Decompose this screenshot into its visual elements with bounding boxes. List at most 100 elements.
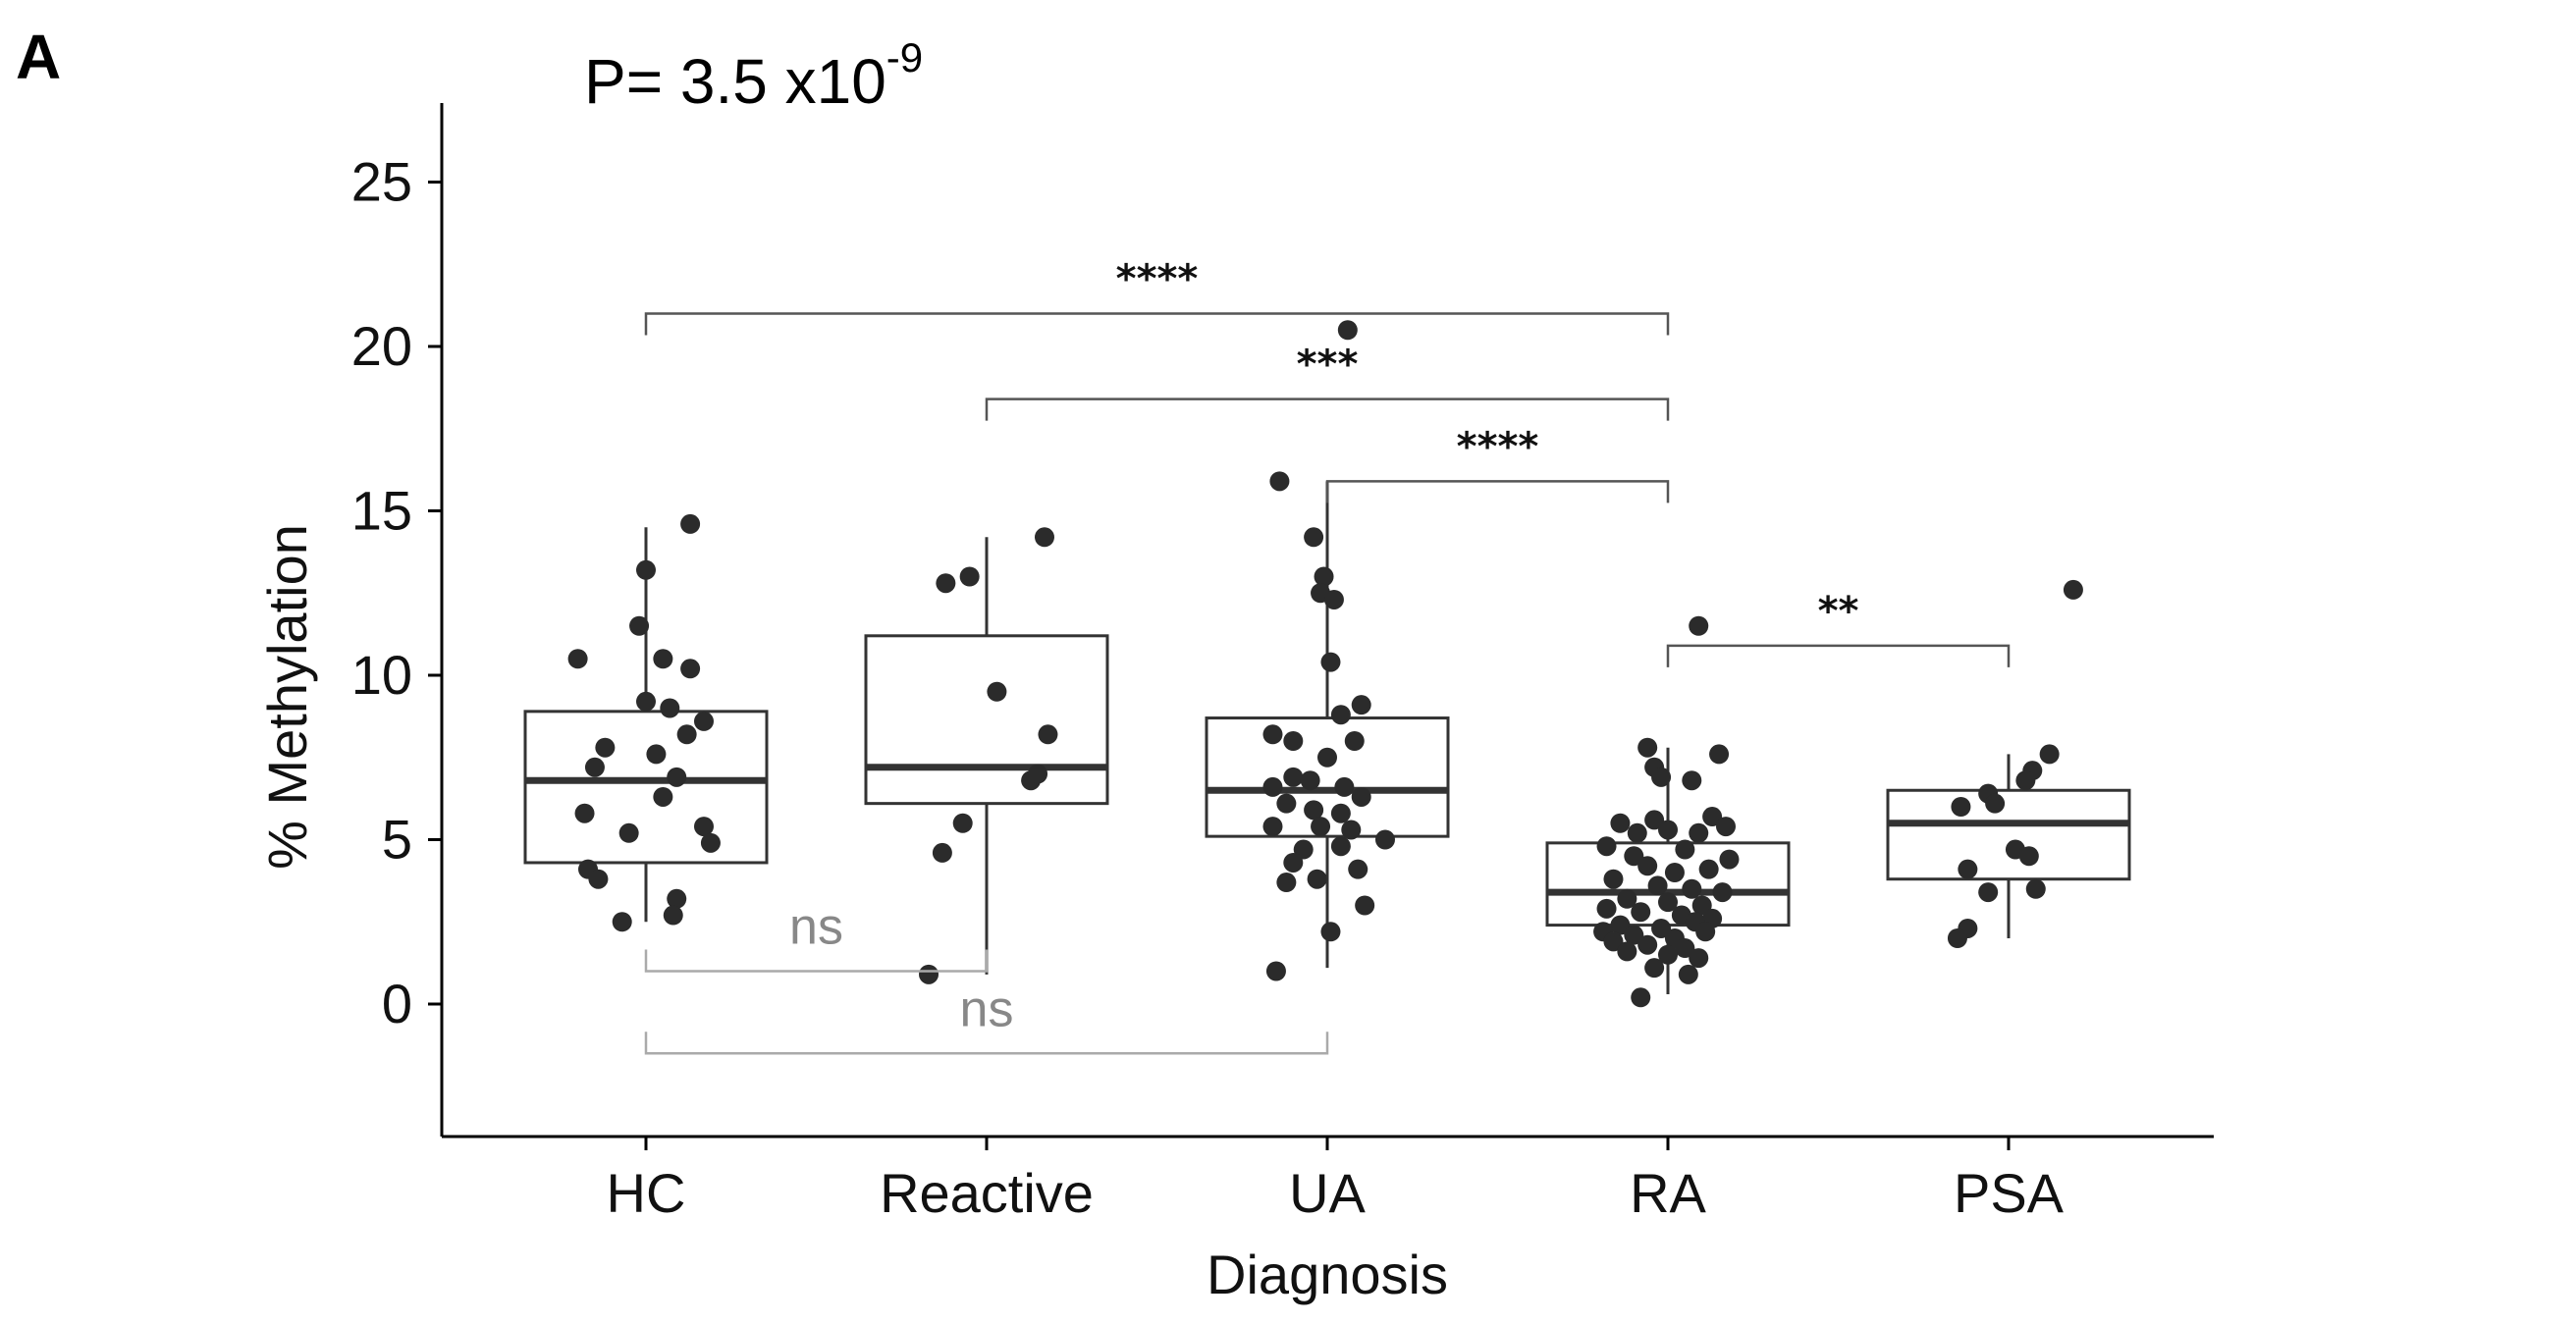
significance-bracket (644, 949, 989, 973)
boxes (523, 481, 2131, 994)
data-point (1702, 807, 1723, 827)
data-point (1283, 852, 1304, 873)
data-point (1330, 705, 1351, 725)
data-point (1637, 934, 1658, 955)
data-point (1631, 987, 1651, 1008)
data-point (618, 822, 639, 843)
data-point (1682, 878, 1702, 899)
data-point (1698, 859, 1719, 879)
data-point (1330, 803, 1351, 823)
box-iqr (1886, 788, 2131, 881)
data-point (1637, 737, 1658, 758)
data-point (663, 905, 683, 926)
data-point (2015, 770, 2036, 791)
data-point (1644, 958, 1665, 979)
data-point (1644, 810, 1665, 830)
significance-label: ** (1818, 589, 1859, 634)
p-value-text: P= 3.5 x10 (584, 46, 886, 117)
data-point (584, 757, 605, 777)
data-point (1658, 820, 1678, 840)
data-point (667, 767, 687, 787)
data-point (1334, 776, 1355, 797)
data-point (1617, 941, 1637, 962)
data-point (1262, 817, 1283, 837)
data-point (1678, 964, 1698, 984)
data-point (1719, 849, 1740, 870)
data-point (1028, 764, 1048, 784)
significance-label: **** (1116, 257, 1199, 302)
data-point (1344, 731, 1365, 751)
data-point (1610, 813, 1631, 833)
significance-label: **** (1457, 424, 1539, 469)
box-iqr (1205, 716, 1450, 838)
data-point (567, 649, 588, 669)
significance-label: *** (1297, 343, 1359, 388)
data-point (1351, 695, 1371, 715)
data-point (1320, 922, 1341, 942)
data-point (1276, 793, 1297, 814)
data-point (1682, 770, 1702, 791)
data-point (1300, 770, 1320, 791)
data-point (1304, 800, 1324, 821)
y-axis-title: % Methylation (256, 524, 318, 870)
x-tick-label: RA (1630, 1162, 1706, 1224)
data-point (1596, 836, 1617, 857)
data-point (1617, 888, 1637, 909)
significance-label: ns (960, 980, 1014, 1037)
significance-bracket (1666, 644, 2011, 667)
data-point (653, 786, 673, 807)
data-point (1314, 566, 1334, 587)
data-point (629, 615, 650, 636)
data-point (2063, 579, 2083, 600)
data-point (1947, 928, 1967, 948)
data-points (567, 320, 2083, 1008)
data-point (636, 691, 656, 712)
data-point (936, 573, 956, 594)
data-point (1304, 527, 1324, 548)
data-point (1269, 471, 1290, 492)
data-point (1330, 836, 1351, 857)
data-point (676, 724, 697, 745)
data-point (1624, 925, 1644, 945)
data-point (1283, 767, 1304, 787)
x-axis-title: Diagnosis (1207, 1244, 1448, 1305)
data-point (1610, 915, 1631, 935)
data-point (1658, 892, 1678, 913)
data-point (952, 813, 973, 833)
data-point (1320, 652, 1341, 672)
significance-bracket (644, 1032, 1329, 1055)
data-point (680, 659, 701, 679)
data-point (1034, 527, 1054, 548)
data-point (1355, 895, 1375, 916)
box-iqr (864, 634, 1109, 806)
data-point (1337, 320, 1358, 341)
data-point (1262, 776, 1283, 797)
data-point (1985, 793, 2006, 814)
data-point (1341, 820, 1362, 840)
data-point (1603, 869, 1624, 889)
data-point (987, 681, 1007, 702)
data-point (1709, 744, 1730, 765)
data-point (1596, 898, 1617, 919)
data-point (1715, 817, 1736, 837)
data-point (1351, 786, 1371, 807)
data-point (612, 912, 632, 932)
data-point (1276, 873, 1297, 893)
x-tick-label: UA (1289, 1162, 1366, 1224)
y-tick-label: 0 (382, 973, 412, 1034)
data-point (1658, 944, 1678, 965)
data-point (595, 737, 616, 758)
data-point (1651, 918, 1672, 938)
y-tick-label: 25 (351, 151, 412, 213)
data-point (1283, 731, 1304, 751)
data-point (1637, 856, 1658, 876)
data-point (1651, 767, 1672, 787)
data-point (1317, 747, 1337, 768)
data-point (1689, 822, 1709, 843)
significance-bracket (985, 397, 1670, 421)
data-point (1951, 797, 1971, 817)
data-point (2018, 846, 2039, 867)
y-tick-label: 20 (351, 315, 412, 377)
